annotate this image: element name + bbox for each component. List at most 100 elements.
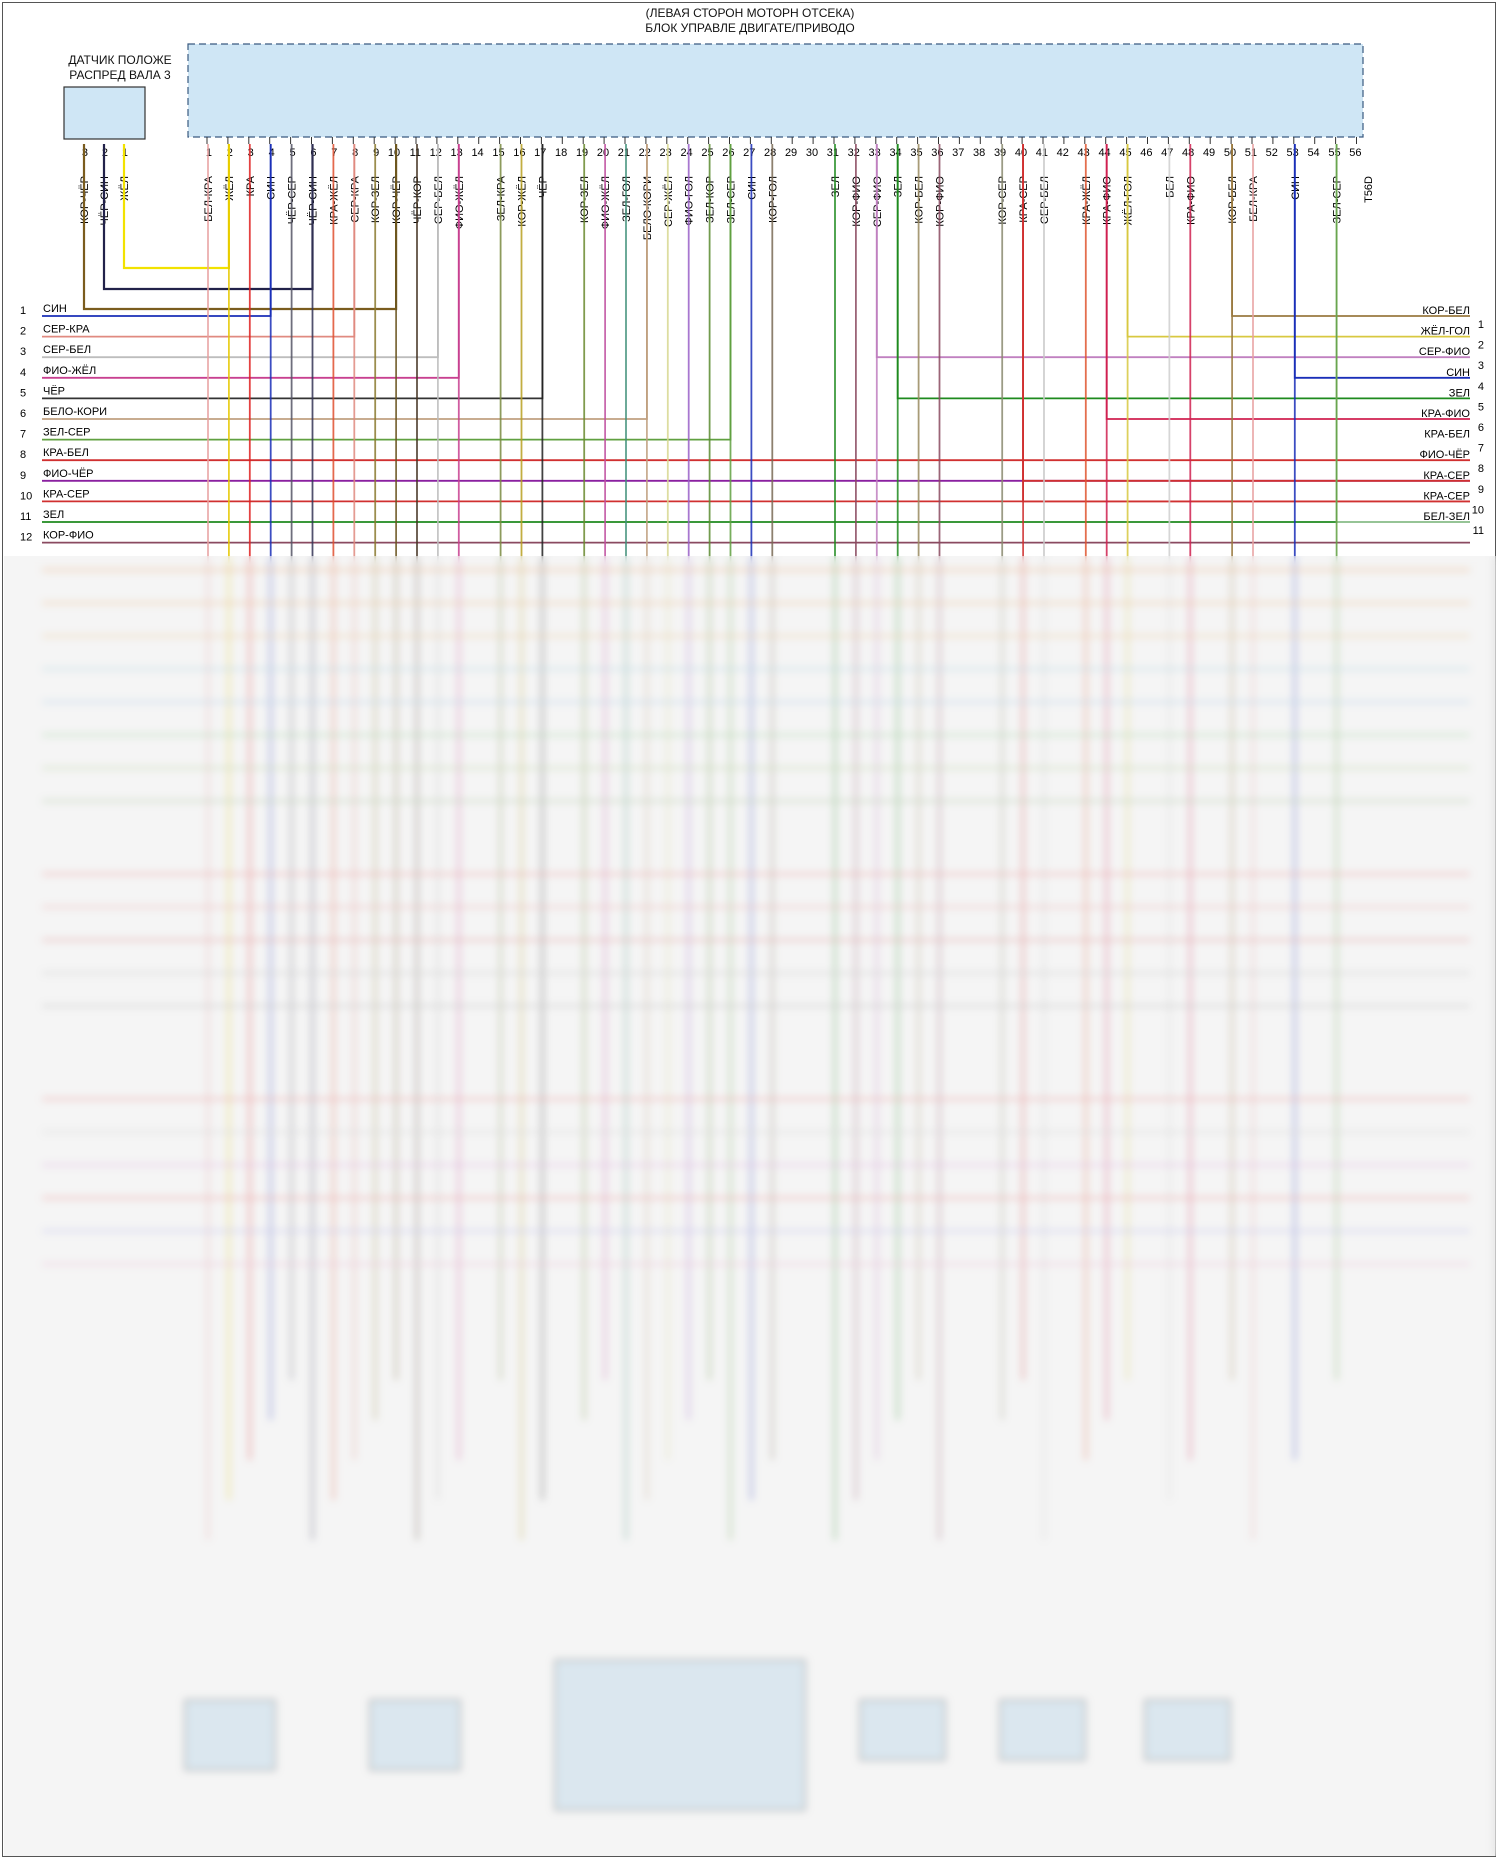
ecu-pin-wire-label: СЕР-ФИО [872, 176, 884, 228]
ecu-pin-number: 11 [410, 147, 421, 159]
ecu-pin-number: 28 [764, 147, 776, 159]
ecu-pin-wire-label: КОР-ГОЛ [767, 176, 779, 223]
ecu-pin-number: 25 [701, 147, 713, 159]
right-bus-wire [896, 144, 1470, 400]
ecu-pin-number: 14 [471, 147, 483, 159]
ecu-pin-number: 48 [1182, 147, 1194, 159]
right-bus-wire [1293, 144, 1470, 379]
left-bus-number: 12 [20, 532, 32, 544]
ecu-pin-wire-label: СЕР-БЕЛ [433, 176, 445, 224]
right-bus-wire-label: КРА-БЕЛ [1424, 429, 1470, 441]
sensor-title: ДАТЧИК ПОЛОЖЕ РАСПРЕД ВАЛА 3 [40, 53, 200, 83]
right-bus-number: 3 [1478, 360, 1484, 372]
ecu-title: БЛОК УПРАВЛЕ ДВИГАТЕ/ПРИВОДО [645, 21, 855, 35]
ecu-pin-wire-label: КОР-ФИО [935, 176, 947, 227]
ecu-pin-wire-label: КРА-ФИО [1102, 176, 1114, 225]
right-bus-wire [1126, 144, 1470, 338]
ecu-location-label: (ЛЕВАЯ СТОРОН МОТОРН ОТСЕКА) [645, 6, 855, 20]
ecu-pin-wire-label: ФИО-ГОЛ [684, 176, 696, 225]
ecu-pin-wire-label: ЗЕЛ [893, 176, 905, 197]
left-bus-wire-label: СИН [43, 303, 67, 315]
ecu-pin-wire-label: ЧЁР [537, 176, 549, 198]
left-bus-wire-label: СЕР-КРА [43, 324, 90, 336]
left-bus-wire [42, 144, 439, 359]
ecu-pin-number: 13 [451, 147, 463, 159]
right-bus-wire-label: КРА-ФИО [1421, 408, 1470, 420]
ecu-pin-number: 3 [248, 147, 254, 159]
ecu-pin-wire-label: КРА-ЖЁЛ [1081, 176, 1093, 225]
ecu-pin-number: 1 [206, 147, 212, 159]
sensor-wire [82, 144, 398, 311]
ecu-pin-wire-label: ЧЁР-СЕР [287, 176, 299, 224]
ecu-pin-number: 16 [513, 147, 525, 159]
left-bus-wire-label: БЕЛО-КОРИ [43, 406, 107, 418]
connector-code: T56D [1363, 176, 1375, 203]
ecu-pin-wire-label: СЕР-КРА [349, 175, 361, 222]
ecu-pin-number: 55 [1328, 147, 1340, 159]
ecu-pin-number: 5 [289, 147, 295, 159]
right-bus-wire-label: СИН [1446, 367, 1470, 379]
left-bus-number: 10 [20, 490, 32, 502]
ecu-pin-number: 42 [1057, 147, 1069, 159]
ecu-pin-wire-label: БЕЛО-КОРИ [642, 176, 654, 240]
ecu-pin-wire-label: КОР-СЕР [997, 176, 1009, 224]
ecu-pin-number: 26 [722, 147, 734, 159]
ecu-pin-number: 49 [1203, 147, 1215, 159]
left-bus-number: 9 [20, 470, 26, 482]
ecu-pin-wire-label: КРА [245, 175, 257, 196]
ecu-pin-number: 53 [1287, 147, 1299, 159]
ecu-pin-number: 56 [1349, 147, 1361, 159]
ecu-pin-wire-label: ЖЁЛ-ГОЛ [1123, 176, 1135, 225]
ecu-pin-number: 22 [639, 147, 651, 159]
ecu-pin-wire-label: КОР-ФИО [851, 176, 863, 227]
ecu-pin-number: 9 [373, 147, 379, 159]
right-bus-number: 5 [1478, 401, 1484, 413]
ecu-pin-number: 37 [952, 147, 964, 159]
left-bus-number: 4 [20, 367, 26, 379]
ecu-pin-wire-label: ЗЕЛ-КРА [496, 175, 508, 221]
ecu-pin-number: 29 [785, 147, 797, 159]
ecu-pin-number: 34 [889, 147, 901, 159]
right-bus-number: 6 [1478, 422, 1484, 434]
ecu-pin-number: 17 [534, 147, 546, 159]
right-bus-wire [1231, 144, 1470, 317]
left-bus-number: 3 [20, 346, 26, 358]
right-bus-wire-label: БЕЛ-ЗЕЛ [1423, 511, 1470, 523]
ecu-pin-wire-label: ЗЕЛ-СЕР [1332, 176, 1344, 223]
ecu-pin-number: 7 [331, 147, 337, 159]
ecu-pin-number: 36 [931, 147, 943, 159]
ecu-pin-wire-label: КРА-ЖЁЛ [328, 176, 340, 225]
blurred-region [4, 556, 1496, 1856]
ecu-pin-number: 40 [1015, 147, 1027, 159]
left-bus-wire-label: СЕР-БЕЛ [43, 344, 91, 356]
left-bus-number: 5 [20, 387, 26, 399]
ecu-pin-wire-label: КОР-ЗЕЛ [370, 176, 382, 223]
ecu-pin-wire-label: ЗЕЛ-КОР [705, 176, 717, 223]
right-bus-wire-label: ЗЕЛ [1449, 387, 1470, 399]
left-bus-number: 7 [20, 429, 26, 441]
right-bus-number: 11 [1473, 525, 1484, 537]
ecu-pin-wire-label: БЕЛ [1164, 176, 1176, 198]
ecu-pin-number: 15 [492, 147, 504, 159]
ecu-pin-wire-label: ЗЕЛ-СЕР [726, 176, 738, 223]
left-bus-number: 2 [20, 326, 26, 338]
ecu-pin-wire-label: КОР-ЖЁЛ [517, 176, 529, 227]
right-bus-wire [875, 144, 1470, 359]
ecu-pin-wire-label: СЕР-БЕЛ [1039, 176, 1051, 224]
ecu-pin-number: 46 [1140, 147, 1152, 159]
ecu-pin-number: 41 [1036, 147, 1048, 159]
ecu-pin-number: 43 [1078, 147, 1090, 159]
ecu-pin-number: 24 [680, 147, 692, 159]
sensor-title-line2: РАСПРЕД ВАЛА 3 [69, 68, 171, 82]
ecu-pin-number: 52 [1266, 147, 1278, 159]
right-bus-wire-label: КРА-СЕР [1423, 470, 1470, 482]
left-bus-wire-label: ФИО-ЧЁР [43, 468, 94, 480]
ecu-pin-number: 31 [827, 147, 839, 159]
ecu-pin-number: 39 [994, 147, 1006, 159]
ecu-pin-wire-label: КОР-БЕЛ [1227, 176, 1239, 224]
right-bus-wire-label: СЕР-ФИО [1419, 346, 1471, 358]
ecu-pin-wire-label: КРА-ФИО [1185, 176, 1197, 225]
ecu-pin-number: 35 [910, 147, 922, 159]
left-bus-wire-label: ЗЕЛ-СЕР [43, 427, 90, 439]
ecu-block [187, 43, 1364, 138]
